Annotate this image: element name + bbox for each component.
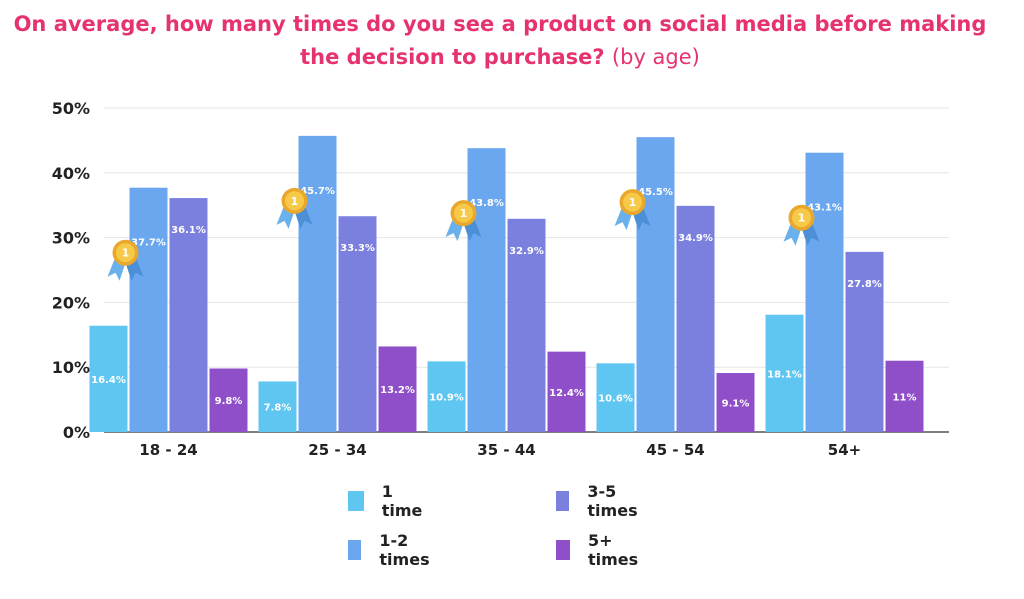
data-label: 27.8%	[847, 279, 882, 290]
legend-swatch	[348, 491, 364, 511]
data-label: 7.8%	[264, 403, 292, 414]
medal-icon: 1	[783, 204, 820, 246]
bar	[338, 216, 377, 432]
svg-text:1: 1	[122, 247, 130, 260]
x-tick-label: 54+	[828, 441, 861, 459]
bar	[467, 148, 506, 432]
legend-item-5-plus-times: 5+ times	[556, 531, 644, 569]
bar	[427, 361, 466, 432]
data-label: 34.9%	[678, 233, 713, 244]
legend-label: 1-2 times	[379, 531, 430, 569]
data-label: 32.9%	[509, 246, 544, 257]
data-label: 9.8%	[215, 396, 243, 407]
medal-icon: 1	[276, 187, 313, 229]
legend-swatch	[556, 540, 570, 560]
bar	[596, 363, 635, 432]
bar	[845, 251, 884, 432]
bar	[378, 346, 417, 432]
legend-item-1-2-times: 1-2 times	[348, 531, 436, 569]
bar	[547, 351, 586, 432]
data-label: 9.1%	[722, 399, 750, 410]
bar	[89, 325, 128, 432]
bar	[636, 137, 675, 432]
x-tick-label: 25 - 34	[308, 441, 366, 459]
data-label: 43.1%	[807, 203, 842, 214]
bar	[507, 218, 546, 432]
data-label: 18.1%	[767, 369, 802, 380]
x-tick-label: 35 - 44	[477, 441, 535, 459]
data-label: 16.4%	[91, 375, 126, 386]
data-label: 10.9%	[429, 393, 464, 404]
data-label: 45.5%	[638, 187, 673, 198]
x-tick-label: 18 - 24	[139, 441, 197, 459]
legend-swatch	[348, 540, 362, 560]
legend-label: 1 time	[381, 482, 423, 520]
bar	[209, 368, 248, 432]
data-label: 36.1%	[171, 225, 206, 236]
data-label: 10.6%	[598, 394, 633, 405]
medal-icon: 1	[445, 200, 482, 242]
legend-label: 3-5 times	[587, 482, 638, 520]
legend-item-3-5-times: 3-5 times	[556, 482, 644, 520]
bar	[129, 187, 168, 432]
svg-text:1: 1	[798, 212, 806, 225]
bar	[258, 381, 297, 432]
medal-icon: 1	[614, 189, 651, 231]
svg-text:1: 1	[291, 195, 299, 208]
bar	[298, 135, 337, 432]
data-label: 45.7%	[300, 186, 335, 197]
y-tick-label: 10%	[52, 358, 90, 377]
svg-text:1: 1	[460, 207, 468, 220]
y-tick-label: 20%	[52, 293, 90, 312]
data-label: 33.3%	[340, 243, 375, 254]
y-tick-label: 50%	[52, 99, 90, 118]
x-tick-label: 45 - 54	[646, 441, 704, 459]
bar	[716, 373, 755, 432]
chart-title-suffix: (by age)	[611, 45, 700, 69]
data-label: 37.7%	[131, 238, 166, 249]
chart-title: On average, how many times do you see a …	[0, 8, 1000, 74]
legend-item-1-time: 1 time	[348, 482, 427, 520]
data-label: 11%	[893, 392, 917, 403]
medal-icon: 1	[107, 239, 144, 281]
y-tick-label: 0%	[63, 423, 90, 442]
bar	[885, 360, 924, 432]
chart-title-main: On average, how many times do you see a …	[13, 12, 987, 69]
bar	[805, 152, 844, 432]
legend-label: 5+ times	[588, 531, 639, 569]
y-tick-label: 30%	[52, 229, 90, 248]
data-label: 43.8%	[469, 198, 504, 209]
data-label: 13.2%	[380, 385, 415, 396]
bar	[676, 205, 715, 432]
y-tick-label: 40%	[52, 164, 90, 183]
data-label: 12.4%	[549, 388, 584, 399]
legend-swatch	[556, 491, 570, 511]
svg-text:1: 1	[629, 196, 637, 209]
bar	[169, 198, 208, 432]
bar	[765, 314, 804, 432]
